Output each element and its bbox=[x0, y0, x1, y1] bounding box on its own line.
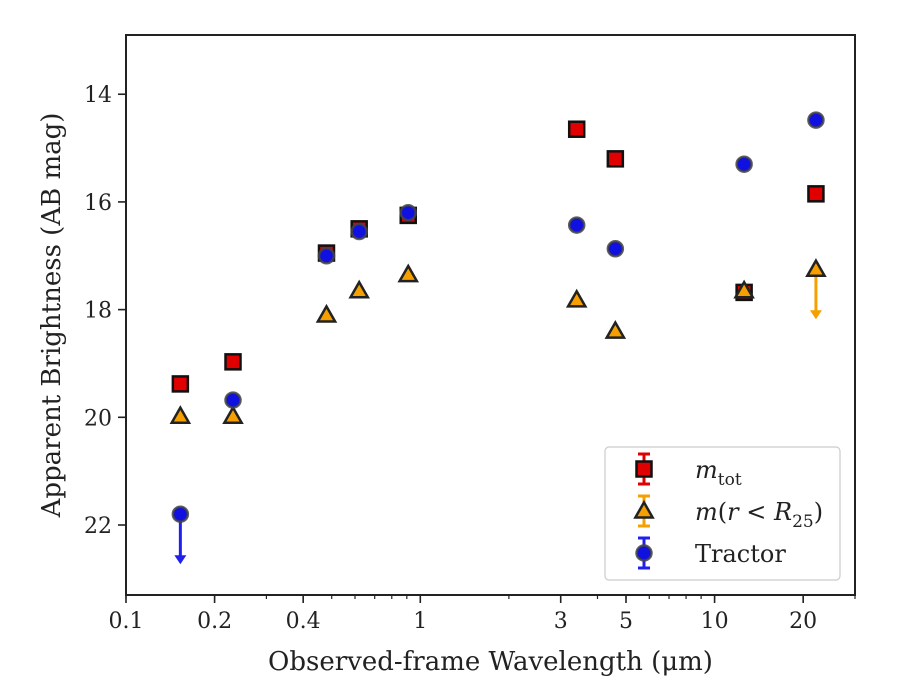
x-tick-label: 0.1 bbox=[109, 609, 144, 634]
x-tick-label: 0.2 bbox=[197, 609, 232, 634]
upper-limit-arrowhead bbox=[809, 310, 822, 320]
data-point bbox=[733, 279, 755, 299]
marker bbox=[635, 544, 653, 562]
marker bbox=[567, 120, 586, 138]
marker bbox=[171, 375, 190, 393]
data-point bbox=[348, 279, 370, 299]
marker bbox=[807, 185, 825, 203]
marker bbox=[317, 247, 336, 265]
legend-label: Tractor bbox=[695, 540, 786, 568]
marker bbox=[606, 240, 625, 258]
y-tick-label: 22 bbox=[84, 514, 112, 539]
data-point bbox=[567, 216, 586, 234]
data-point bbox=[606, 240, 625, 258]
marker bbox=[735, 155, 753, 173]
data-point bbox=[169, 405, 192, 424]
data-point bbox=[317, 247, 336, 265]
marker bbox=[169, 405, 192, 424]
data-point bbox=[565, 288, 588, 308]
series-triangle bbox=[169, 258, 827, 424]
x-tick-label: 3 bbox=[554, 609, 568, 634]
marker bbox=[399, 203, 417, 222]
marker bbox=[348, 279, 370, 299]
y-axis-label: Apparent Brightness (AB mag) bbox=[37, 113, 67, 519]
marker bbox=[567, 216, 586, 234]
y-tick-label: 20 bbox=[84, 406, 112, 431]
data-point bbox=[399, 203, 417, 222]
marker bbox=[733, 279, 755, 299]
legend-entry: mtot bbox=[635, 452, 742, 490]
marker bbox=[635, 460, 653, 478]
series-circle bbox=[171, 111, 825, 565]
plot-frame bbox=[125, 34, 856, 596]
data-point bbox=[807, 185, 825, 203]
plot-marks bbox=[169, 111, 827, 565]
data-point bbox=[222, 405, 244, 424]
legend-entry: Tractor bbox=[635, 536, 786, 570]
x-tick-label: 1 bbox=[413, 609, 427, 634]
x-tick-label: 5 bbox=[619, 609, 633, 634]
marker bbox=[397, 263, 420, 283]
data-point bbox=[735, 155, 753, 173]
legend-box bbox=[604, 446, 841, 581]
marker bbox=[222, 405, 244, 424]
data-point bbox=[567, 120, 586, 138]
marker bbox=[350, 222, 368, 241]
data-point bbox=[171, 505, 190, 565]
x-tick-label: 0.4 bbox=[286, 609, 321, 634]
x-tick-label: 10 bbox=[701, 609, 729, 634]
marker bbox=[807, 111, 825, 129]
marker bbox=[224, 353, 242, 371]
marker bbox=[315, 303, 338, 323]
data-point bbox=[350, 222, 368, 241]
marker bbox=[633, 499, 655, 519]
data-point bbox=[315, 303, 338, 323]
data-point bbox=[606, 150, 625, 168]
data-point bbox=[807, 111, 825, 129]
upper-limit-arrowhead bbox=[174, 555, 187, 565]
y-tick-label: 16 bbox=[84, 191, 112, 216]
marker bbox=[224, 391, 242, 409]
marker bbox=[565, 288, 588, 308]
data-point bbox=[224, 353, 242, 371]
y-tick-label: 18 bbox=[84, 299, 112, 324]
x-tick-label: 20 bbox=[789, 609, 817, 634]
marker bbox=[805, 258, 827, 277]
data-point bbox=[397, 263, 420, 283]
marker bbox=[604, 320, 627, 339]
x-axis-label: Observed-frame Wavelength (μm) bbox=[268, 647, 713, 677]
axis-ticks: 0.1 0.2 0.4 1 3 5 10 20 14 16 18 20 22 bbox=[84, 83, 856, 634]
data-point bbox=[171, 375, 190, 393]
legend-label: mtot bbox=[695, 456, 742, 490]
data-point bbox=[805, 258, 827, 320]
data-point bbox=[604, 320, 627, 339]
marker bbox=[606, 150, 625, 168]
data-point bbox=[224, 391, 242, 409]
y-tick-label: 14 bbox=[84, 83, 112, 108]
marker bbox=[171, 505, 190, 523]
